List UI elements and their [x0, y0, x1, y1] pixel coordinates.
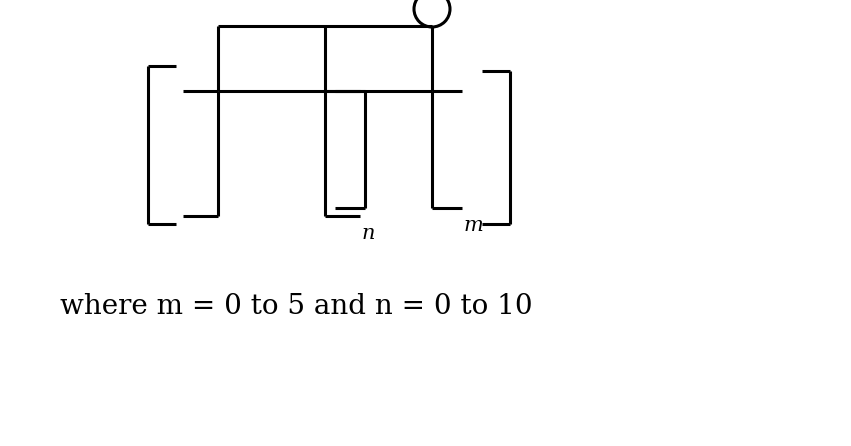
Text: m: m — [464, 216, 483, 235]
Text: n: n — [362, 224, 375, 243]
Text: where m = 0 to 5 and n = 0 to 10: where m = 0 to 5 and n = 0 to 10 — [60, 293, 533, 319]
